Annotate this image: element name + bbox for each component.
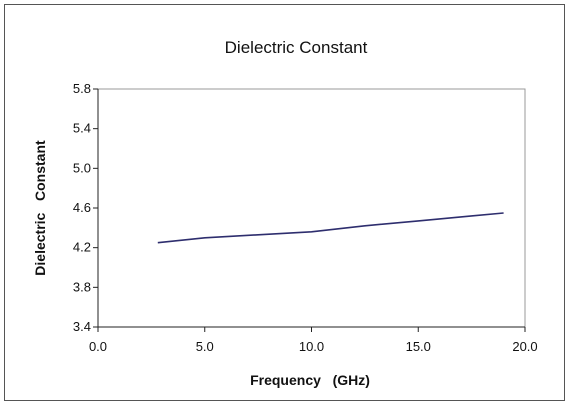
x-tick-label: 0.0 bbox=[89, 339, 107, 354]
y-axis-title: Dielectric Constant bbox=[32, 140, 48, 276]
y-tick-label: 4.6 bbox=[73, 200, 91, 215]
x-tick-label: 10.0 bbox=[299, 339, 324, 354]
series-layer bbox=[157, 212, 504, 244]
x-tick-label: 15.0 bbox=[406, 339, 431, 354]
x-axis-ticks: 0.0 5.0 10.0 15.0 20.0 bbox=[89, 327, 538, 354]
y-tick-label: 3.8 bbox=[73, 279, 91, 294]
x-axis-title: Frequency (GHz) bbox=[250, 372, 370, 388]
y-tick-label: 5.8 bbox=[73, 81, 91, 96]
y-tick-label: 3.4 bbox=[73, 319, 91, 334]
chart-title: Dielectric Constant bbox=[225, 38, 368, 57]
x-tick-label: 5.0 bbox=[196, 339, 214, 354]
series-line-0 bbox=[157, 212, 504, 244]
y-tick-label: 5.0 bbox=[73, 160, 91, 175]
plot-area bbox=[97, 88, 526, 328]
y-tick-label: 4.2 bbox=[73, 240, 91, 255]
y-tick-label: 5.4 bbox=[73, 121, 91, 136]
y-axis-ticks: 3.4 3.8 4.2 4.6 5.0 5.4 5.8 bbox=[73, 81, 98, 334]
x-tick-label: 20.0 bbox=[512, 339, 537, 354]
